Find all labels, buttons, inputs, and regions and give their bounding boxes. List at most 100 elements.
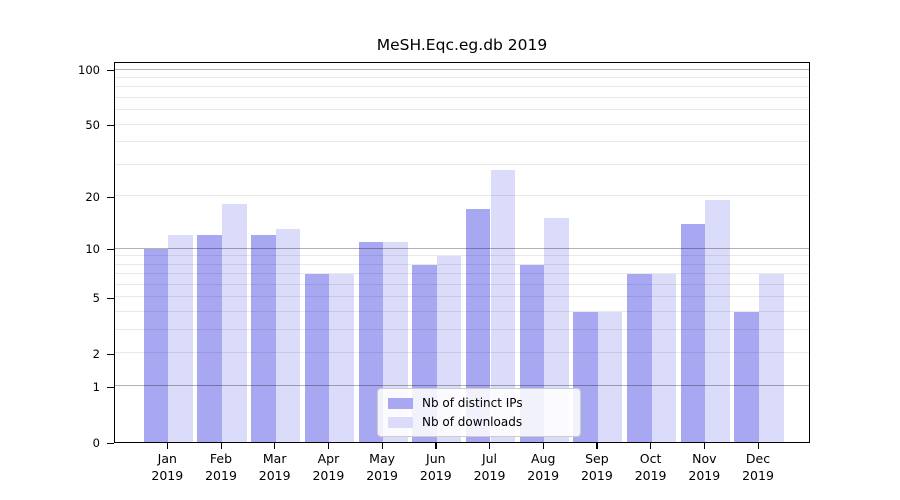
x-tick-year: 2019 [366,467,398,483]
x-tick-month: Aug [530,451,556,466]
y-tick-label: 2 [92,346,100,361]
bar-ips-mar [251,235,276,442]
x-tick-year: 2019 [151,467,184,483]
bar-ips-nov [680,223,706,442]
y-tick [107,196,114,199]
x-tick [220,443,222,449]
gridline-minor [115,311,809,313]
gridline-minor [115,284,809,285]
x-tick-month: Feb [209,451,233,466]
x-tick [489,443,491,449]
x-tick [650,443,652,449]
gridline-minor [115,141,809,143]
gridline-major [115,385,809,387]
x-tick-month: Mar [262,451,287,466]
y-tick-label: 5 [92,290,100,305]
x-tick-label: May 2019 [350,451,414,484]
gridline-major [115,247,809,249]
gridline-minor [115,273,809,275]
bar-ips-apr [304,274,330,442]
chart-title: MeSH.Eqc.eg.db 2019 [376,36,548,54]
x-tick-year: 2019 [258,467,291,483]
plot-area [114,62,810,443]
x-tick [757,443,759,449]
x-tick-month: Oct [639,451,662,466]
x-tick-month: May [369,451,396,466]
y-tick-label: 1 [92,379,100,394]
gridline-minor [115,109,809,111]
x-tick-year: 2019 [205,467,237,483]
x-tick-label: Aug 2019 [511,451,575,484]
gridline-minor [115,329,809,331]
x-tick-month: Apr [317,451,340,466]
legend-entry-distinct-ips: Nb of distinct IPs [388,396,570,410]
bar-downloads-mar [275,229,301,442]
x-tick-year: 2019 [742,467,774,483]
legend-swatch-distinct-ips [388,397,413,409]
y-tick [107,125,114,127]
x-tick [435,443,437,449]
bar-downloads-sep [597,312,623,442]
x-tick-label: Jun 2019 [404,451,468,484]
x-tick-label: Sep 2019 [565,451,629,484]
x-tick-year: 2019 [580,467,613,483]
y-tick-label: 0 [92,435,100,450]
x-tick-label: Mar 2019 [243,451,307,484]
legend-label-distinct-ips: Nb of distinct IPs [422,396,523,410]
bar-downloads-oct [651,274,677,442]
x-tick [596,443,598,449]
x-tick-label: Jan 2019 [135,451,199,484]
gridline-minor [115,123,809,125]
bar-ips-oct [627,274,652,442]
gridline-minor [115,163,809,165]
y-tick [107,70,114,72]
x-tick [381,443,383,449]
gridline-minor [115,77,809,78]
x-tick-label: Nov 2019 [672,451,736,484]
x-tick-year: 2019 [688,467,721,483]
x-tick-label: Apr 2019 [296,451,360,484]
x-tick-label: Feb 2019 [189,451,253,484]
legend-entry-downloads: Nb of downloads [388,415,570,429]
y-tick [107,442,114,444]
bar-downloads-apr [329,274,354,442]
x-tick-month: Jul [481,451,498,466]
x-tick-year: 2019 [634,467,667,483]
gridline-minor [115,86,809,88]
bar-downloads-jan [168,235,193,442]
gridline-minor [115,296,809,298]
y-tick [107,353,114,356]
x-tick [274,443,276,449]
y-tick-label: 50 [85,118,100,133]
y-tick-label: 10 [85,242,100,256]
y-tick [107,297,114,300]
x-tick [542,443,544,449]
bar-downloads-dec [759,274,784,442]
gridline-major [115,68,809,70]
y-tick-label: 20 [85,189,100,204]
gridline-minor [115,352,809,354]
x-tick-month: Dec [745,451,771,466]
x-tick-year: 2019 [312,467,345,483]
y-tick-label: 100 [78,63,100,78]
x-tick-year: 2019 [473,467,506,483]
legend-label-downloads: Nb of downloads [422,415,523,429]
x-tick-label: Dec 2019 [726,451,790,484]
bar-ips-feb [197,235,222,442]
legend-swatch-downloads [388,416,413,428]
y-tick [107,249,114,251]
gridline-minor [115,97,809,98]
bar-downloads-nov [705,200,730,442]
x-tick-year: 2019 [527,467,560,483]
gridline-minor [115,255,809,257]
x-tick-label: Oct 2019 [619,451,683,484]
x-tick-year: 2019 [419,467,452,483]
x-tick-month: Nov [692,451,717,466]
gridline-minor [115,263,809,265]
gridline-minor [115,195,809,197]
bar-downloads-feb [222,204,247,442]
bar-ips-jan [143,248,169,442]
x-tick [327,443,330,449]
x-tick [703,443,706,449]
